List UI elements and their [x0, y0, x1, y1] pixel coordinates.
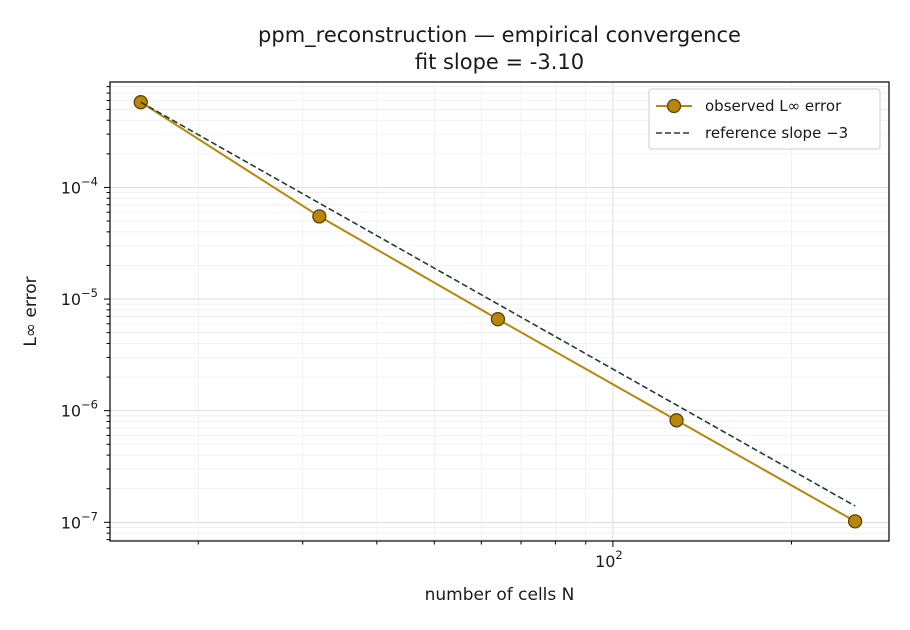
observed-error-marker — [133, 95, 148, 110]
y-tick-label: 10−4 — [61, 174, 98, 197]
legend: observed L∞ error reference slope −3 — [648, 88, 881, 150]
y-tick-label: 10−6 — [61, 398, 98, 421]
legend-box — [648, 88, 881, 150]
legend-swatch-marker — [666, 98, 682, 114]
x-tick-label: 102 — [595, 548, 623, 571]
grid-layer — [110, 82, 889, 541]
legend-items: observed L∞ error reference slope −3 — [656, 97, 848, 142]
observed-error-marker — [669, 413, 684, 428]
chart-title: ppm_reconstruction — empirical convergen… — [258, 23, 741, 48]
chart-subtitle: fit slope = -3.10 — [415, 50, 584, 74]
y-tick-label: 10−5 — [61, 286, 98, 309]
observed-error-line — [140, 101, 856, 523]
x-axis-label: number of cells N — [425, 585, 575, 605]
y-tick-label: 10−7 — [61, 509, 98, 532]
reference-slope-line — [140, 101, 856, 507]
observed-error-marker — [312, 209, 327, 224]
plot-area-frame — [109, 81, 890, 542]
observed-error-marker — [847, 514, 863, 529]
tick-layer: 102 10−4 10−5 10−6 10−7 — [61, 86, 792, 571]
legend-label: observed L∞ error — [705, 97, 842, 115]
observed-error-marker — [490, 312, 506, 327]
series-layer — [133, 95, 863, 529]
legend-label: reference slope −3 — [705, 124, 848, 142]
y-axis-label: L∞ error — [21, 276, 41, 346]
